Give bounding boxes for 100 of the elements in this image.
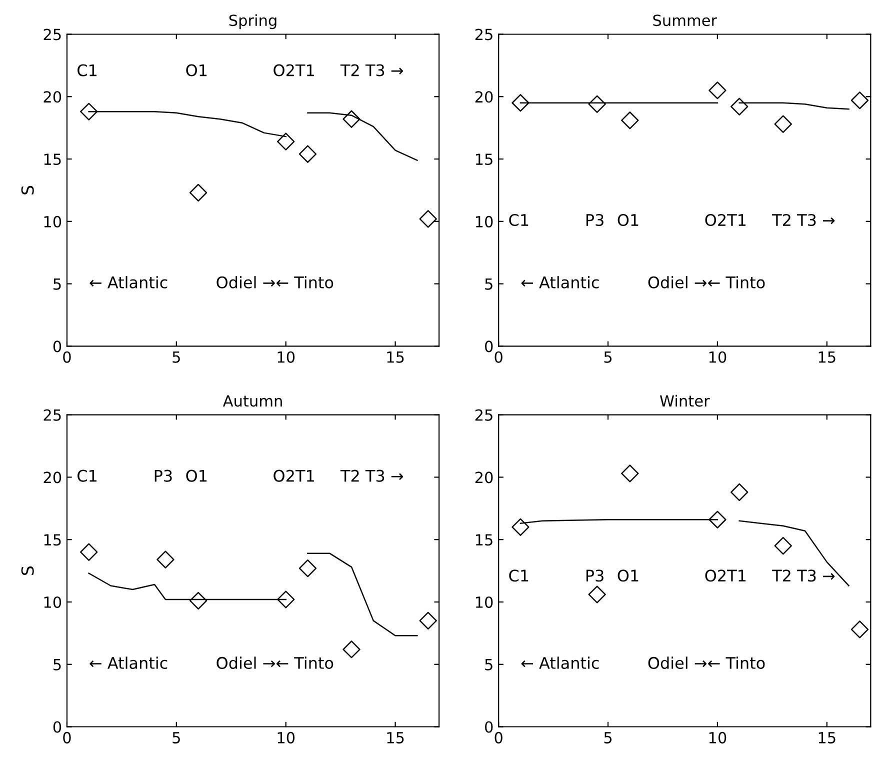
point (588, 586, 606, 604)
annotation: ← Atlantic (521, 656, 599, 669)
y-tick-label: 0 (53, 340, 62, 352)
point (621, 112, 639, 130)
point (277, 590, 295, 608)
y-tick-label: 25 (44, 409, 61, 421)
x-tick-label: 15 (387, 352, 404, 363)
x-tick-label: 5 (172, 352, 180, 363)
y-tick-label: 25 (475, 409, 492, 421)
point (774, 536, 792, 555)
annotation: Odiel →← Tinto (216, 656, 334, 669)
annotation: P3 (586, 570, 604, 582)
point (156, 550, 174, 568)
x-tick-label: 10 (278, 732, 295, 744)
chart-title: Autumn (222, 395, 282, 407)
annotation: C1 (509, 570, 528, 582)
y-tick-label: 15 (476, 534, 492, 546)
annotation: O2T1 (705, 570, 746, 582)
point (774, 115, 792, 133)
annotation: O1 (186, 64, 207, 76)
y-tick-label: 15 (44, 534, 61, 546)
annotation: O1 (618, 214, 638, 226)
y-tick-label: 5 (54, 278, 61, 290)
point (189, 592, 208, 610)
point (588, 95, 606, 113)
y-tick-label: 5 (485, 278, 492, 290)
point (80, 102, 98, 120)
y-tick-label: 20 (475, 91, 493, 103)
y-tick-label: 10 (44, 216, 62, 228)
y-tick-label: 15 (476, 154, 492, 166)
x-tick-label: 15 (387, 732, 404, 744)
y-tick-label: 25 (475, 28, 492, 40)
y-tick-label: 0 (53, 721, 62, 733)
y-tick-label: 10 (476, 596, 493, 608)
x-tick-label: 5 (604, 732, 612, 744)
x-tick-label: 0 (63, 351, 71, 363)
annotation: O2T1 (274, 64, 314, 76)
x-tick-label: 5 (172, 732, 180, 744)
y-tick-label: 25 (44, 28, 61, 40)
annotation: ← Atlantic (521, 276, 599, 288)
x-tick-label: 5 (604, 352, 612, 363)
y-tick-label: 5 (54, 659, 61, 670)
x-tick-label: 0 (494, 351, 502, 363)
y-tick-label: 20 (44, 472, 62, 484)
y-tick-label: 0 (485, 340, 493, 352)
annotation: T2 T3 → (340, 64, 404, 76)
x-tick-label: 10 (278, 351, 295, 363)
annotation: T2 T3 → (772, 214, 835, 226)
annotation: ← Atlantic (90, 656, 168, 669)
annotation: O2T1 (274, 470, 314, 482)
annotation: O1 (618, 570, 638, 582)
y-tick-label: 15 (44, 154, 61, 166)
annotation: P3 (154, 470, 172, 482)
x-tick-label: 10 (709, 732, 726, 744)
annotation: Odiel →← Tinto (648, 276, 765, 288)
annotation: T2 T3 → (340, 470, 404, 482)
annotation: Odiel →← Tinto (216, 276, 334, 288)
x-tick-label: 0 (494, 732, 502, 744)
annotation: ← Atlantic (90, 276, 168, 288)
point (419, 210, 437, 228)
x-tick-label: 10 (709, 351, 726, 363)
x-tick-label: 15 (818, 352, 836, 363)
point (342, 110, 360, 128)
y-tick-label: 20 (475, 472, 493, 484)
point (298, 145, 317, 163)
y-tick-label: 10 (44, 596, 62, 608)
annotation: P3 (586, 214, 604, 226)
chart-title: Winter (660, 394, 710, 407)
y-tick-label: 0 (485, 721, 493, 733)
y-axis-title: S (21, 186, 34, 194)
point (850, 92, 869, 110)
annotation: C1 (509, 214, 528, 226)
point (730, 483, 748, 502)
chart-title: Spring (229, 14, 276, 30)
annotation: T2 T3 → (772, 570, 835, 582)
point (298, 559, 317, 578)
point (730, 98, 748, 116)
x-tick-label: 15 (818, 732, 836, 744)
point (277, 132, 295, 150)
annotation: O2T1 (705, 214, 746, 226)
point (512, 94, 530, 112)
annotation: Odiel →← Tinto (648, 656, 765, 669)
point (342, 640, 360, 658)
point (419, 612, 437, 630)
point (189, 184, 208, 202)
point (621, 464, 639, 482)
annotation: C1 (78, 470, 96, 482)
point (850, 620, 869, 638)
y-tick-label: 5 (485, 659, 492, 670)
x-tick-label: 0 (63, 732, 71, 744)
annotation: O1 (186, 470, 207, 482)
y-tick-label: 20 (44, 91, 62, 103)
point (708, 82, 726, 100)
point (80, 543, 98, 561)
point (708, 510, 726, 528)
point (512, 518, 530, 536)
y-axis-title: S (21, 566, 34, 575)
y-tick-label: 10 (476, 216, 493, 228)
annotation: C1 (78, 64, 96, 76)
chart-title: Summer (653, 14, 718, 26)
